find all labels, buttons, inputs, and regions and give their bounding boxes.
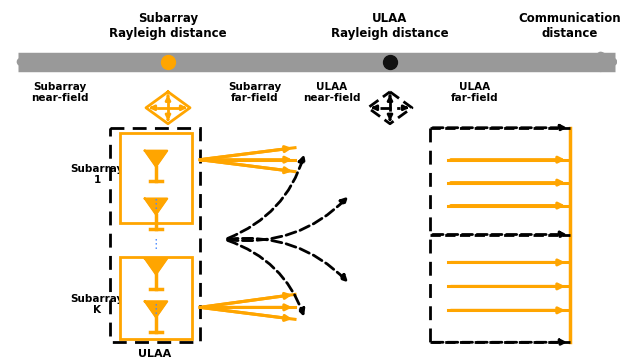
Text: ⋮: ⋮ [150, 198, 163, 211]
Bar [120, 133, 192, 223]
Text: Subarray
K: Subarray K [70, 294, 124, 315]
Polygon shape [145, 151, 167, 167]
Text: Subarray
Rayleigh distance: Subarray Rayleigh distance [109, 12, 227, 40]
Bar [110, 128, 200, 342]
Text: ULAA: ULAA [138, 349, 172, 359]
Polygon shape [145, 199, 167, 215]
Text: Subarray
near-field: Subarray near-field [31, 82, 89, 104]
Text: Subarray
1: Subarray 1 [70, 164, 124, 185]
Text: ULAA
far-field: ULAA far-field [451, 82, 499, 104]
Text: Communication
distance: Communication distance [518, 12, 621, 40]
Text: ⋮: ⋮ [150, 238, 163, 251]
Text: ULAA
near-field: ULAA near-field [303, 82, 361, 104]
Text: ⋮: ⋮ [150, 303, 163, 316]
Text: Subarray
far-field: Subarray far-field [228, 82, 282, 104]
Text: ULAA
Rayleigh distance: ULAA Rayleigh distance [331, 12, 449, 40]
Polygon shape [145, 258, 167, 274]
Bar [120, 257, 192, 339]
Polygon shape [145, 302, 167, 317]
